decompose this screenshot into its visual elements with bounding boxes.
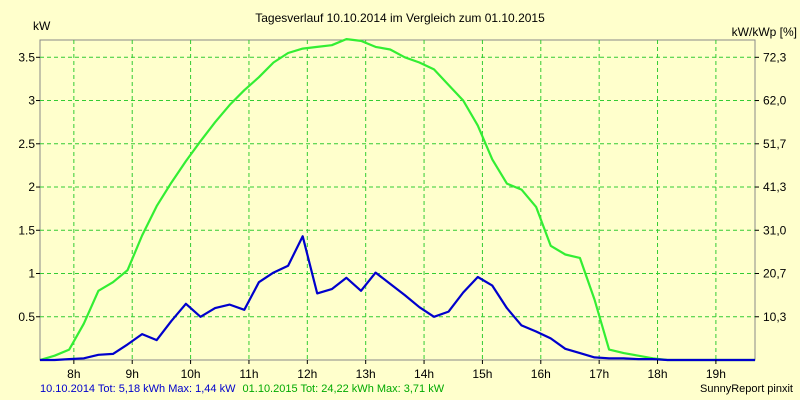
y2-tick-label-0: 10,3 xyxy=(763,310,787,324)
legend-series-2: 01.10.2015 Tot: 24,22 kWh Max: 3,71 kW xyxy=(243,383,445,395)
series-layer xyxy=(39,37,755,362)
legend: 10.10.2014 Tot: 5,18 kWh Max: 1,44 kW 01… xyxy=(40,383,445,395)
y2-axis-ticks: 10,3 20,7 31,0 41,3 51,7 62,0 72,3 xyxy=(755,50,787,324)
y-tick-label-3: 2 xyxy=(28,180,35,194)
y-tick-label-5: 3 xyxy=(28,94,35,108)
x-tick-label-2: 10h xyxy=(181,367,201,381)
x-tick-label-7: 15h xyxy=(472,367,492,381)
footer-credit: SunnyReport pinxit xyxy=(700,383,793,395)
y2-tick-label-1: 20,7 xyxy=(763,267,787,281)
y-tick-label-0: 0.5 xyxy=(18,310,35,324)
y2-tick-label-4: 51,7 xyxy=(763,137,787,151)
y-tick-label-1: 1 xyxy=(28,267,35,281)
x-tick-label-5: 13h xyxy=(356,367,376,381)
grid xyxy=(40,40,755,360)
x-tick-label-8: 16h xyxy=(531,367,551,381)
y-tick-label-4: 2.5 xyxy=(18,137,35,151)
y-tick-label-2: 1.5 xyxy=(18,223,35,237)
y2-tick-label-3: 41,3 xyxy=(763,180,787,194)
legend-series-1: 10.10.2014 Tot: 5,18 kWh Max: 1,44 kW xyxy=(40,383,236,395)
x-tick-label-1: 9h xyxy=(126,367,139,381)
y-axis-left-label: kW xyxy=(33,19,51,33)
x-tick-label-4: 12h xyxy=(297,367,317,381)
x-tick-label-9: 17h xyxy=(589,367,609,381)
series-line-2 xyxy=(39,37,755,362)
y2-tick-label-5: 62,0 xyxy=(763,94,787,108)
y-tick-label-6: 3.5 xyxy=(18,50,35,64)
y2-tick-label-2: 31,0 xyxy=(763,223,787,237)
plot-frame xyxy=(39,39,756,361)
x-tick-label-3: 11h xyxy=(239,367,258,381)
y2-tick-label-6: 72,3 xyxy=(763,50,787,64)
chart-title: Tagesverlauf 10.10.2014 im Vergleich zum… xyxy=(255,11,545,25)
x-tick-label-10: 18h xyxy=(648,367,668,381)
x-tick-label-11: 19h xyxy=(706,367,726,381)
x-axis-ticks: 8h 9h 10h 11h 12h 13h 14h 15h 16h 17h 18h 19h xyxy=(67,360,726,381)
series-line-1 xyxy=(40,235,755,362)
x-tick-label-0: 8h xyxy=(67,367,80,381)
x-tick-label-6: 14h xyxy=(414,367,434,381)
y-axis-ticks: 0.5 1 1.5 2 2.5 3 3.5 xyxy=(18,50,40,324)
y-axis-right-label: kW/kWp [%] xyxy=(732,25,797,39)
